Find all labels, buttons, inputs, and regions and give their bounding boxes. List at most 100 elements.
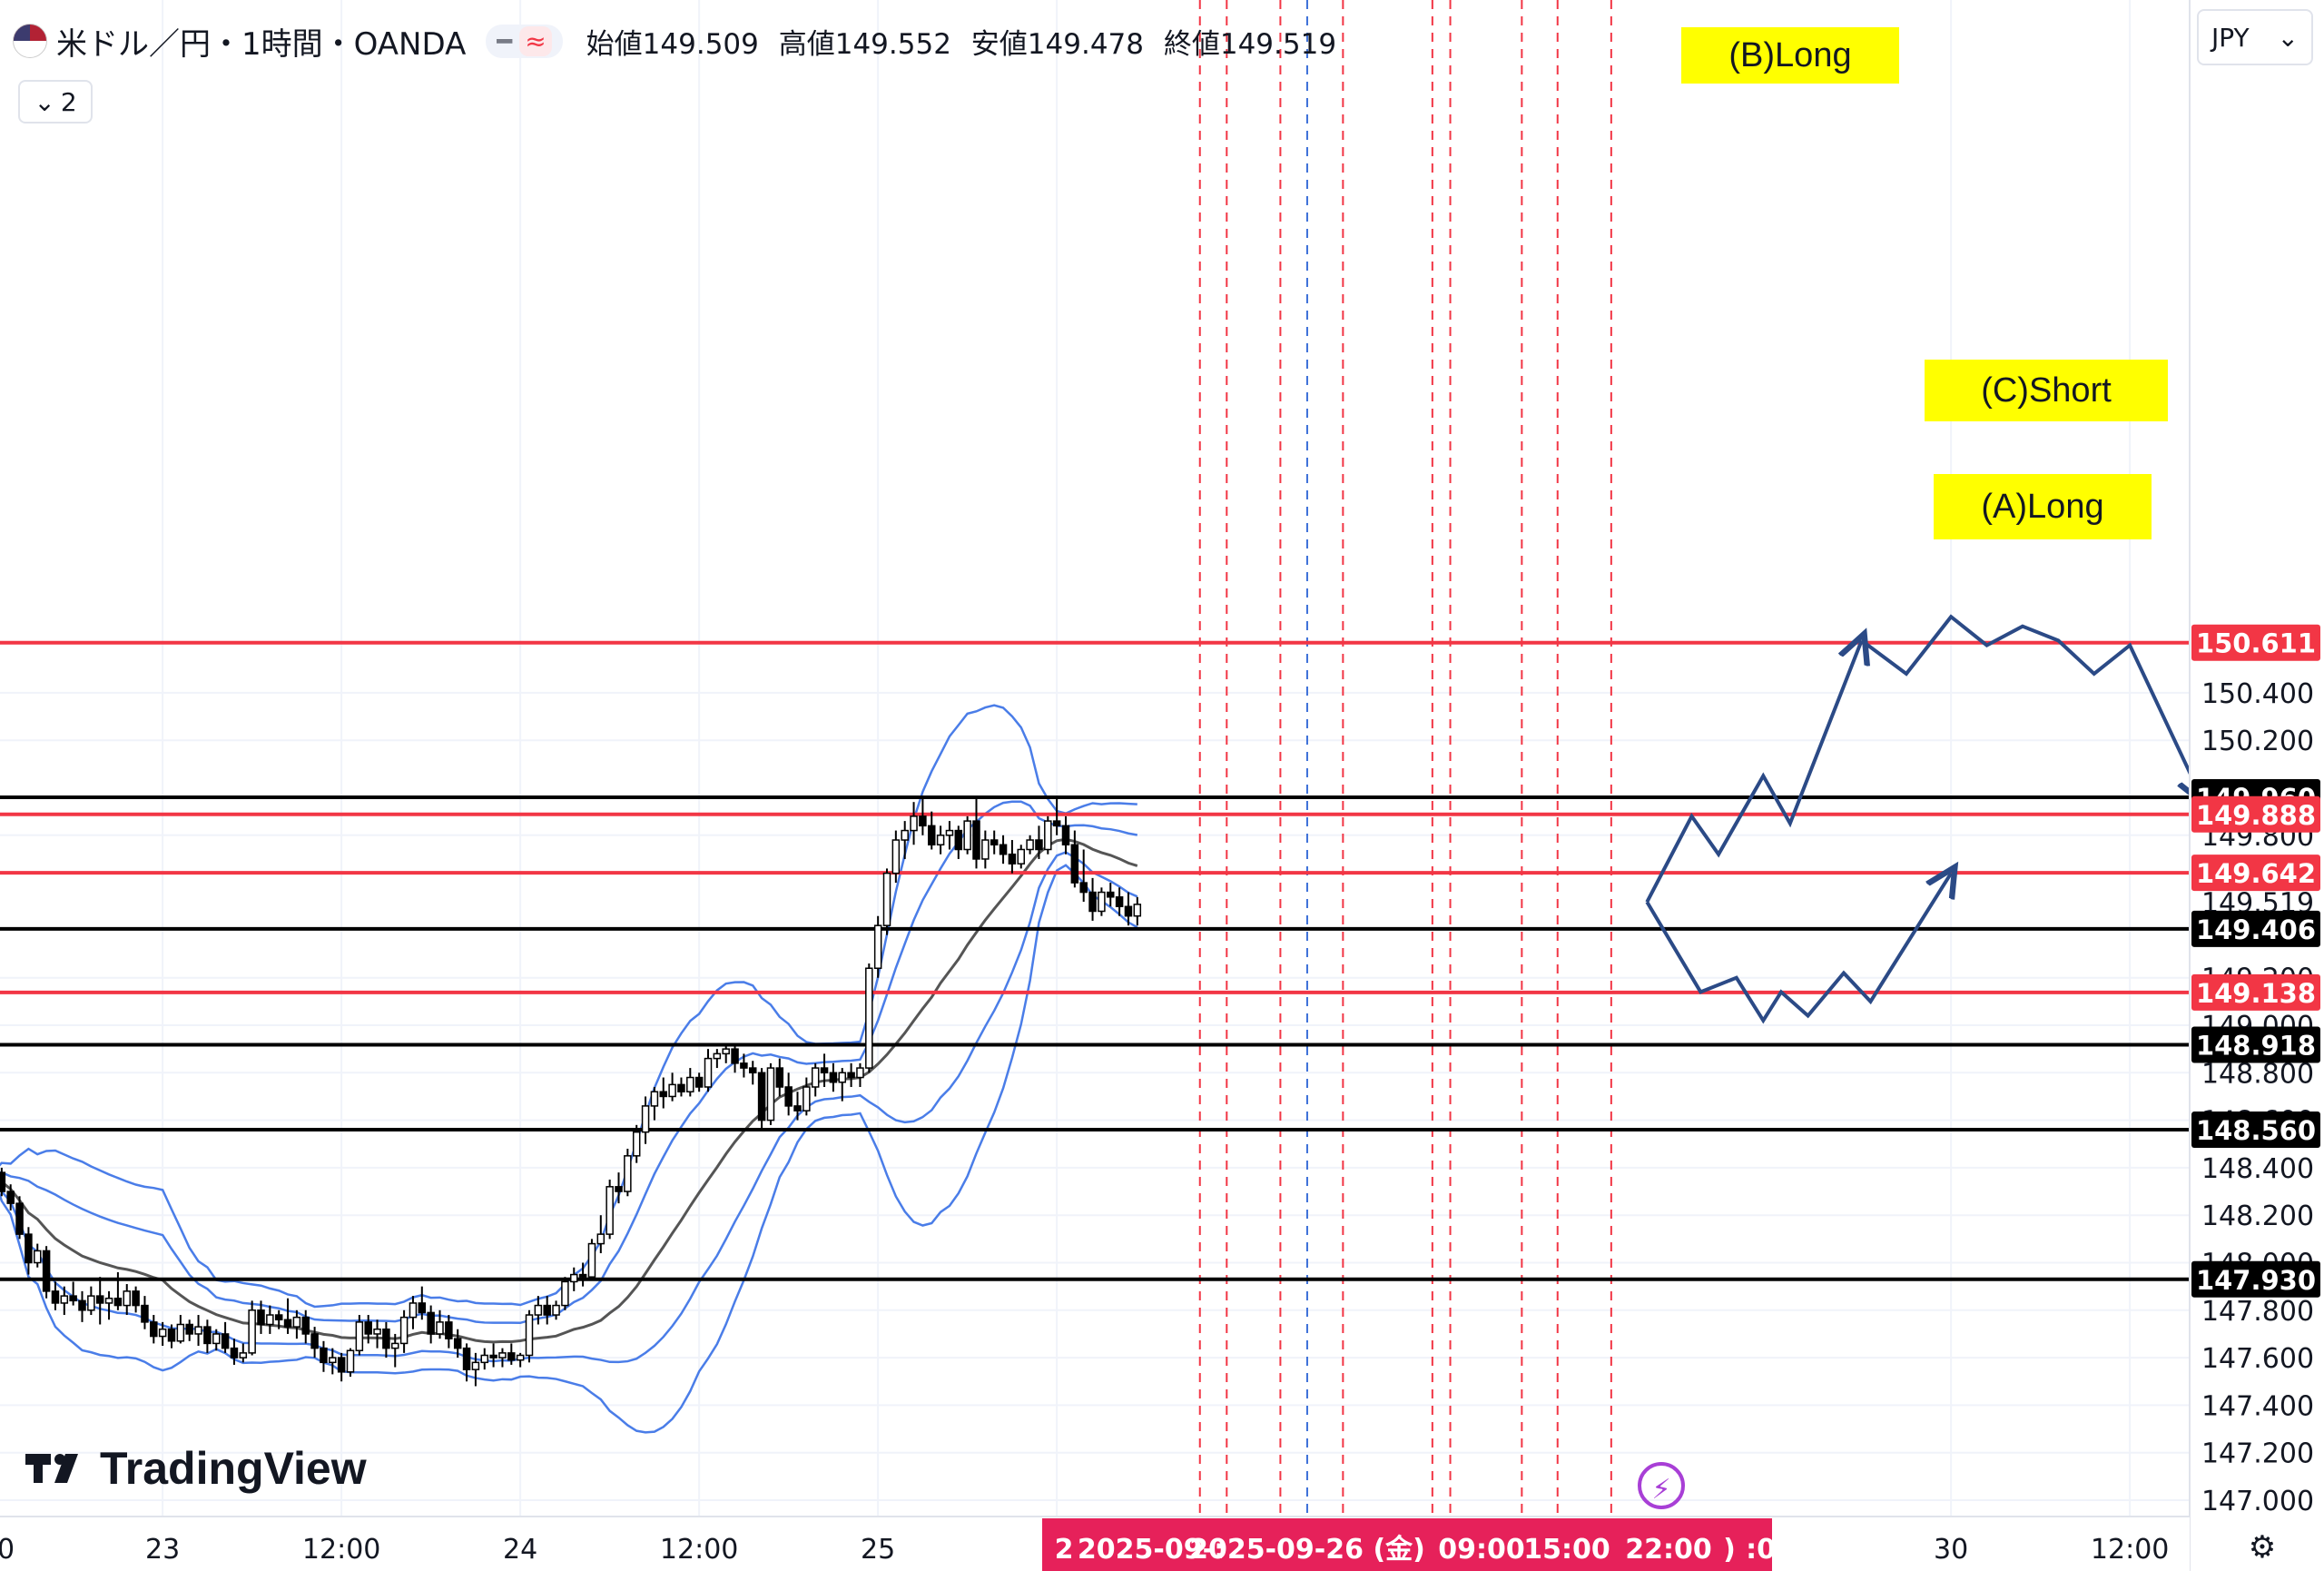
- x-tick-label: 24: [503, 1534, 537, 1566]
- candle-body: [829, 1072, 838, 1083]
- candle-body: [87, 1295, 95, 1311]
- close-value: 149.519: [1219, 27, 1337, 61]
- candle-body: [364, 1321, 372, 1335]
- candle-body: [891, 839, 901, 874]
- level-price-label: 147.930: [2196, 1265, 2316, 1296]
- candle-body: [847, 1072, 855, 1079]
- candle-body: [1035, 839, 1043, 851]
- symbol-title[interactable]: 米ドル／円・1時間・OANDA: [56, 25, 467, 63]
- wave-icon: ≈: [519, 25, 552, 56]
- annotation-a-long-label: (A)Long: [1981, 487, 2104, 526]
- y-tick-label: 148.200: [2201, 1200, 2314, 1232]
- candle-body: [489, 1354, 497, 1359]
- level-price-tag: [2191, 1026, 2320, 1063]
- candle-body: [25, 1233, 33, 1264]
- chevron-down-icon: ⌄: [2277, 22, 2299, 53]
- candle-body: [704, 1057, 713, 1088]
- indicator-count: 2: [60, 86, 77, 117]
- candle-body: [766, 1067, 775, 1121]
- candle-body: [60, 1295, 69, 1304]
- x-tick-label: 23: [145, 1534, 180, 1566]
- candle-body: [972, 820, 980, 860]
- level-price-tag: [2191, 624, 2320, 661]
- y-tick-label: 147.000: [2201, 1486, 2314, 1517]
- candle-body: [453, 1338, 462, 1349]
- candle-body: [1098, 891, 1106, 913]
- dash-icon: ━: [497, 25, 513, 56]
- y-tick-label: 148.400: [2201, 1153, 2314, 1185]
- candle-body: [150, 1321, 158, 1338]
- candle-body: [1061, 825, 1070, 846]
- flag-icon: [13, 24, 47, 58]
- candle-body: [69, 1295, 77, 1302]
- candle-body: [194, 1326, 202, 1335]
- collapse-indicators-button[interactable]: ⌄ 2: [18, 80, 93, 124]
- candle-body: [516, 1354, 525, 1361]
- open-label: 始値: [586, 27, 643, 61]
- candle-body: [498, 1352, 507, 1359]
- tradingview-logo-icon: [25, 1454, 78, 1483]
- gear-icon[interactable]: ⚙: [2248, 1529, 2277, 1566]
- candle-body: [292, 1316, 301, 1328]
- ohlc-readout: 始値149.509 高値149.552 安値149.478 終値149.519: [586, 21, 1336, 62]
- level-price-tag: [2191, 795, 2320, 833]
- candle-body: [659, 1091, 667, 1098]
- candle-body: [686, 1076, 694, 1092]
- high-value: 149.552: [834, 27, 951, 61]
- date-bar-label: 09:00: [1438, 1534, 1525, 1566]
- annotation-c-short: (C)Short: [1925, 360, 2168, 421]
- candle-body: [113, 1297, 123, 1307]
- forecast-path: [1860, 614, 2201, 797]
- candle-body: [212, 1333, 221, 1345]
- candle-body: [981, 839, 990, 860]
- candle-body: [561, 1280, 569, 1307]
- vertical-time-markers: [1198, 0, 1612, 1517]
- annotation-a-long: (A)Long: [1934, 474, 2152, 539]
- level-price-label: 150.611: [2196, 628, 2316, 659]
- level-price-tag: [2191, 973, 2320, 1011]
- candle-body: [624, 1155, 632, 1192]
- candle-body: [901, 829, 909, 841]
- candle-body: [176, 1323, 185, 1342]
- candle-body: [78, 1299, 86, 1311]
- candle-body: [945, 829, 954, 836]
- candle-body: [1017, 848, 1025, 865]
- x-tick-label: 12:00: [660, 1534, 738, 1566]
- grid-lines: [0, 0, 2190, 1517]
- candle-body: [668, 1083, 676, 1098]
- candle-body: [632, 1131, 641, 1157]
- x-tick-label: 25: [861, 1534, 895, 1566]
- candle-body: [1070, 844, 1079, 884]
- logo-text: TradingView: [100, 1443, 367, 1494]
- tradingview-logo[interactable]: TradingView: [25, 1442, 367, 1495]
- candle-body: [320, 1347, 328, 1364]
- price-axis: 150.400150.200149.800149.519149.200149.0…: [2189, 0, 2324, 1571]
- currency-select[interactable]: JPY ⌄: [2197, 9, 2313, 65]
- candle-body: [1008, 853, 1017, 865]
- date-bar-label: 22:00: [1625, 1534, 1712, 1566]
- forecast-path: [1645, 640, 1861, 904]
- candle-body: [471, 1361, 480, 1370]
- candle-body: [1115, 896, 1124, 907]
- candle-body: [346, 1349, 355, 1373]
- annotation-b-long: (B)Long: [1681, 27, 1899, 84]
- date-bar-label: 15:00: [1523, 1534, 1610, 1566]
- x-tick-label: 12:00: [2091, 1534, 2169, 1566]
- selected-date-bar: [1042, 1518, 1772, 1571]
- candle-body: [104, 1297, 113, 1304]
- candle-body: [301, 1316, 310, 1335]
- level-price-label: 149.138: [2196, 978, 2316, 1009]
- y-tick-label: 147.400: [2201, 1390, 2314, 1422]
- candle-body: [355, 1321, 364, 1352]
- candle-body: [570, 1273, 578, 1283]
- candle-body: [803, 1086, 811, 1112]
- candle-body: [42, 1250, 51, 1292]
- candle-body: [382, 1328, 390, 1349]
- candle-body: [1133, 904, 1142, 917]
- candle-body: [990, 839, 999, 846]
- candle-body: [507, 1352, 516, 1361]
- candle-body: [1052, 820, 1061, 827]
- forecast-paths: ⚡: [1638, 614, 2201, 1509]
- indicator-pill[interactable]: ━ ≈: [486, 24, 563, 58]
